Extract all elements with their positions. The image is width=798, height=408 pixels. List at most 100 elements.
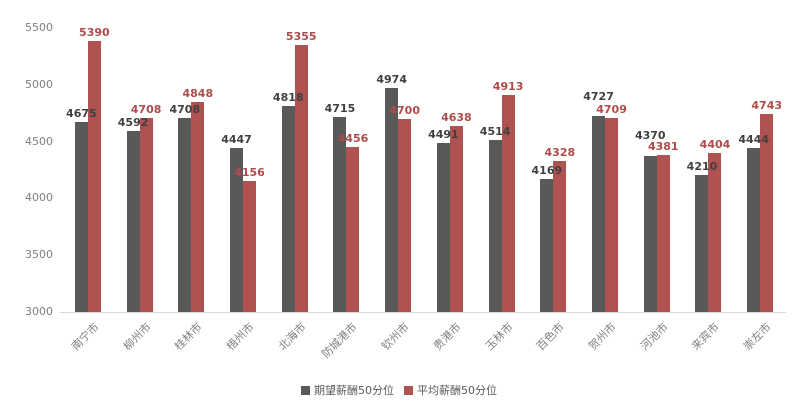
average-salary-bar: [243, 180, 257, 312]
y-tick-label: 4500: [25, 134, 53, 148]
bar-group: 4715 4456 防城港市: [320, 28, 373, 361]
expected-salary-bar: [230, 147, 244, 312]
average-value-label: 4381: [647, 140, 679, 154]
bar-group: 4592 4708 柳州市: [114, 28, 166, 353]
average-salary-bar: [294, 44, 308, 312]
average-value-label: 5355: [285, 29, 317, 43]
legend: 期望薪酬50分位 平均薪酬50分位: [0, 382, 798, 398]
expected-salary-bar: [747, 148, 761, 312]
category-label: 贺州市: [586, 320, 619, 353]
expected-salary-bar: [281, 105, 295, 312]
average-salary-bar: [191, 102, 205, 312]
category-label: 北海市: [275, 320, 309, 353]
expected-salary-bar: [436, 142, 450, 312]
average-value-label: 4913: [492, 79, 524, 93]
bar-group: 4444 4743 崇左市: [734, 28, 786, 353]
bar-group: 4974 4700 钦州市: [372, 28, 424, 353]
expected-value-label: 4708: [169, 103, 201, 116]
average-value-label: 4156: [234, 165, 265, 179]
category-label: 来宾市: [689, 320, 723, 353]
category-label: 河池市: [637, 320, 671, 353]
expected-value-label: 4818: [272, 90, 304, 104]
average-salary-bar: [398, 118, 412, 312]
average-salary-bar: [760, 114, 774, 312]
expected-value-label: 4514: [479, 125, 511, 138]
average-salary-bar: [553, 161, 567, 312]
x-axis-line: [60, 312, 786, 313]
legend-label-average: 平均薪酬50分位: [417, 384, 497, 397]
average-salary-bar: [449, 125, 463, 312]
average-salary-bar: [346, 146, 360, 312]
category-label: 百色市: [534, 320, 567, 353]
expected-salary-bar: [385, 87, 399, 312]
expected-value-label: 4715: [324, 102, 356, 116]
legend-swatch-expected-icon: [301, 385, 310, 395]
legend-swatch-average-icon: [404, 385, 413, 395]
legend-item-expected-salary: 期望薪酬50分位: [301, 382, 394, 398]
bar-group: 4447 4156 梧州市: [217, 28, 269, 353]
y-tick-label: 5000: [25, 77, 53, 91]
average-value-label: 4328: [544, 146, 576, 160]
average-value-label: 4638: [441, 110, 472, 124]
average-salary-bar: [605, 117, 619, 312]
average-value-label: 4709: [596, 102, 627, 116]
bar-group: 4370 4381 河池市: [631, 28, 683, 353]
expected-value-label: 4727: [583, 89, 614, 103]
category-label: 南宁市: [68, 320, 102, 353]
category-label: 梧州市: [224, 320, 257, 353]
category-label: 贵港市: [430, 320, 464, 353]
average-value-label: 4708: [130, 103, 162, 116]
expected-value-label: 4592: [117, 116, 149, 130]
bar-group: 4727 4709 贺州市: [579, 28, 631, 353]
expected-salary-bar: [488, 140, 502, 312]
average-salary-bar: [708, 152, 722, 312]
category-label: 钦州市: [379, 320, 412, 353]
y-tick-label: 3500: [25, 248, 53, 262]
category-label: 玉林市: [482, 320, 516, 353]
category-label: 防城港市: [319, 320, 361, 361]
y-tick-label: 5500: [25, 21, 53, 34]
expected-value-label: 4370: [634, 129, 666, 143]
expected-salary-bar: [695, 174, 709, 312]
category-label: 柳州市: [120, 320, 154, 353]
category-label: 崇左市: [741, 320, 774, 353]
expected-value-label: 4210: [686, 159, 718, 173]
expected-salary-bar: [592, 115, 606, 312]
expected-salary-bar: [540, 179, 554, 312]
bar-group: 4708 4848 桂林市: [165, 28, 217, 353]
average-value-label: 4456: [337, 131, 369, 145]
bar-group: 4514 4913 玉林市: [476, 28, 528, 353]
expected-salary-bar: [643, 156, 657, 312]
bar-group: 4169 4328 百色市: [527, 28, 579, 353]
bar-group: 4818 5355 北海市: [269, 28, 321, 353]
y-tick-label: 4000: [25, 191, 53, 205]
average-salary-bar: [87, 40, 101, 312]
expected-salary-bar: [178, 118, 192, 312]
expected-salary-bar: [333, 117, 347, 312]
average-salary-bar: [501, 94, 515, 312]
average-salary-bar: [656, 155, 670, 312]
average-value-label: 4743: [751, 99, 783, 112]
expected-value-label: 4675: [66, 106, 97, 120]
legend-label-expected: 期望薪酬50分位: [314, 384, 394, 397]
expected-value-label: 4444: [738, 133, 770, 146]
expected-value-label: 4491: [428, 127, 459, 141]
expected-salary-bar: [126, 131, 140, 312]
bar-group: 4210 4404 来宾市: [683, 28, 735, 353]
expected-value-label: 4447: [221, 132, 252, 146]
expected-value-label: 4169: [531, 164, 563, 178]
expected-value-label: 4974: [376, 72, 407, 86]
y-tick-label: 3000: [25, 305, 53, 318]
average-value-label: 4700: [389, 103, 420, 117]
average-value-label: 4404: [699, 137, 731, 151]
bar-group: 4491 4638 贵港市: [424, 28, 476, 353]
average-value-label: 4848: [182, 87, 214, 101]
expected-salary-bar: [74, 121, 88, 312]
average-salary-bar: [139, 118, 153, 312]
bar-group: 4675 5390 南宁市: [62, 25, 114, 353]
plot-area: 4675 5390 南宁市 4592 4708 柳州市 4708 4848 桂林市 4447 415…: [62, 25, 786, 361]
category-label: 桂林市: [172, 320, 205, 353]
legend-item-average-salary: 平均薪酬50分位: [404, 382, 497, 398]
average-value-label: 5390: [79, 25, 110, 39]
